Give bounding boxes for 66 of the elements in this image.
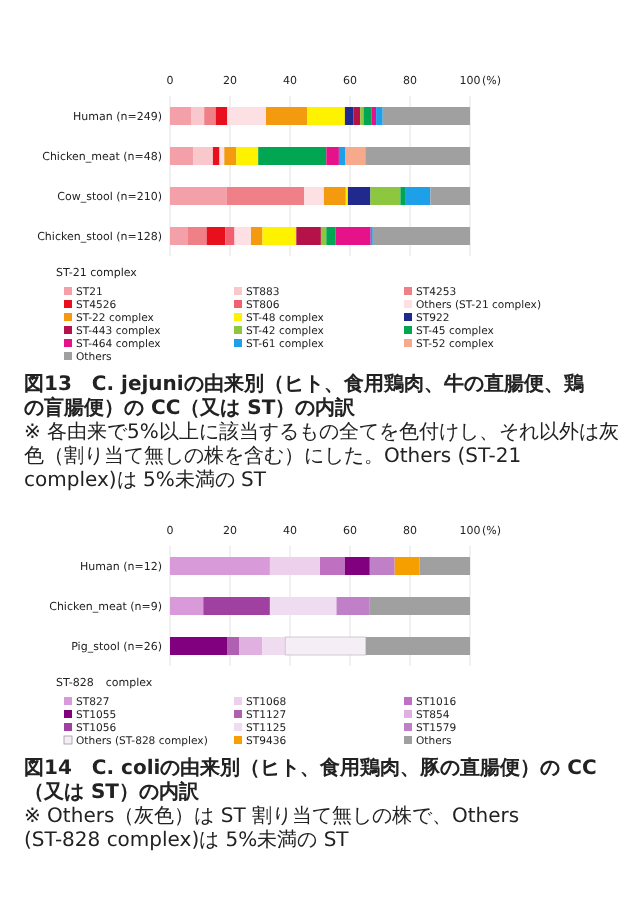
bar [225,227,235,245]
bar [338,147,346,165]
bar [347,187,371,205]
bar [170,637,228,655]
bar [227,637,239,655]
bar [372,227,470,245]
bar [344,557,370,575]
bar [369,597,470,615]
bar [365,147,470,165]
bar [262,637,286,655]
bar [269,597,337,615]
bar [204,107,216,125]
bar [191,107,205,125]
bar [170,597,204,615]
bar [382,107,470,125]
bar [405,187,431,205]
bar [326,227,336,245]
bar [188,227,207,245]
bar [226,187,305,205]
bar [170,187,227,205]
bar [394,557,420,575]
bar [234,227,251,245]
text: ※ 各由来で5%以上に該当するもの全てを色付けし、それ以外は灰色（割り当て無しの株を含む）にした。Others (ST-21 complex)は 5%未満の ST [24,420,619,492]
bar [170,147,194,165]
bar [336,597,370,615]
bar [371,107,377,125]
bar [320,227,327,245]
bar [430,187,470,205]
bar [363,107,372,125]
bar [370,187,401,205]
bar [344,107,354,125]
bar [400,187,406,205]
bar [365,637,470,655]
text: 図13 C. jejuniの由来別（ヒト、食用鶏肉、牛の直腸便、鶏の盲腸便）の CC（又は ST）の内訳 [24,372,584,420]
bar [206,227,226,245]
bar [376,107,383,125]
bar [266,107,308,125]
bar [170,557,270,575]
bar [307,107,345,125]
bar [345,147,366,165]
text: 図14 C. coliの由来別（ヒト、食用鶏肉、豚の直腸便）の CC（又は ST）の内訳 [24,756,597,804]
bar [262,227,297,245]
bar [304,187,324,205]
bar [170,107,191,125]
bar [170,227,188,245]
bar [369,557,395,575]
bar [269,557,320,575]
bar [193,147,213,165]
bar [326,147,339,165]
bar [353,107,361,125]
bar [224,147,237,165]
bar [258,147,327,165]
bar [227,107,266,125]
bar [284,636,367,656]
bar [203,597,270,615]
text: ※ Others（灰色）は ST 割り当て無しの株で、Others (ST-828 complex)は 5%未満の ST [24,804,520,852]
bar [236,147,259,165]
bar [419,557,470,575]
bar [212,147,220,165]
bar [296,227,321,245]
bar [323,187,346,205]
bar [215,107,228,125]
bar [335,227,371,245]
bar [251,227,263,245]
bar [239,637,263,655]
bar [320,557,345,575]
